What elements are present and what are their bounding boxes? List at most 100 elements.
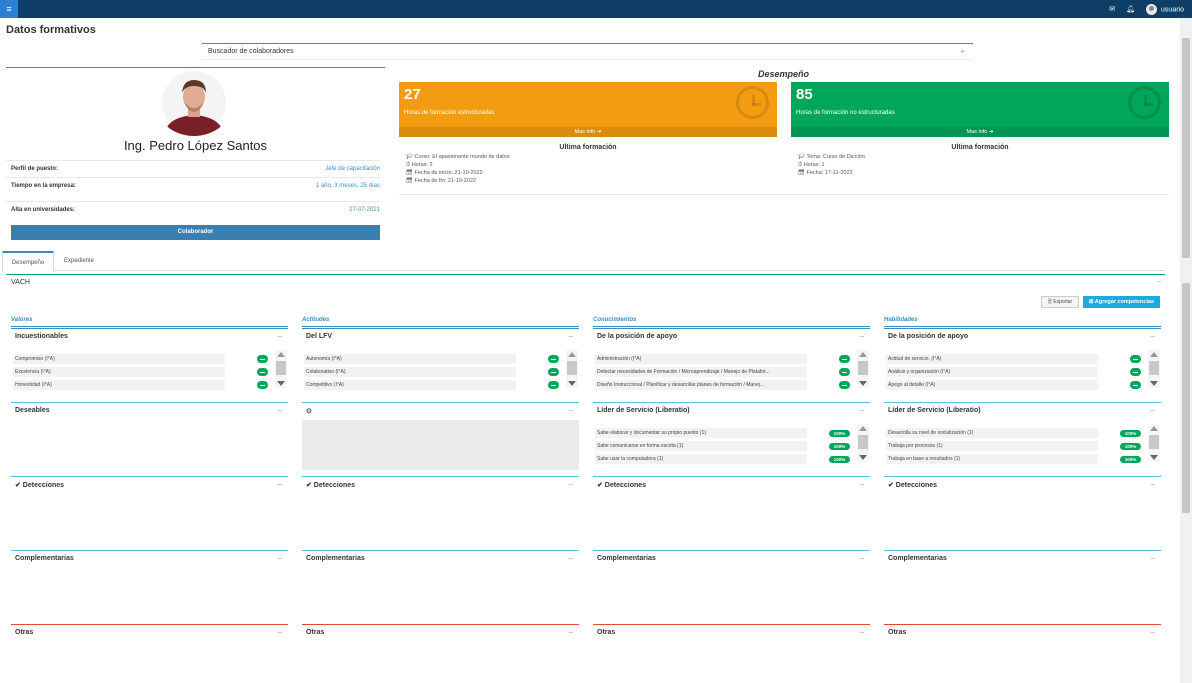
remove-toggle-icon[interactable] bbox=[257, 381, 268, 389]
scroll-up-icon[interactable] bbox=[1150, 426, 1158, 431]
vach-panel-header[interactable]: VACH – bbox=[6, 274, 1165, 290]
list-scrollbar[interactable] bbox=[857, 350, 869, 388]
kpi-unstructured-hours: 85 Horas de formación no estructuradas M… bbox=[791, 82, 1169, 137]
profile-row-alta: Alta en universidades: 27-07-2021 bbox=[6, 201, 380, 218]
mail-icon[interactable]: ✉ bbox=[1109, 6, 1116, 13]
remove-toggle-icon[interactable] bbox=[548, 355, 559, 363]
box-title: ✔ Detecciones bbox=[15, 482, 65, 489]
last-training-hours: ⏱︎ Horas: 2 bbox=[406, 162, 433, 168]
empty-content-area bbox=[302, 420, 579, 470]
collapse-icon[interactable]: – bbox=[277, 628, 282, 637]
scroll-thumb[interactable] bbox=[858, 435, 868, 449]
competency-item: Compromiso (I°A) bbox=[13, 354, 225, 364]
tab-bar: Desempeño Expediente bbox=[2, 251, 1165, 272]
scroll-up-icon[interactable] bbox=[1150, 352, 1158, 357]
column-label-conocimientos: Conocimientos bbox=[593, 317, 637, 323]
collaborator-search-panel[interactable]: Buscador de colaboradores + bbox=[202, 43, 973, 60]
collapse-icon[interactable]: – bbox=[1157, 278, 1161, 285]
scroll-thumb[interactable] bbox=[858, 361, 868, 375]
remove-toggle-icon[interactable] bbox=[257, 368, 268, 376]
column-underline bbox=[11, 326, 288, 327]
competency-box: Deseables – bbox=[11, 402, 288, 474]
export-button[interactable]: 🖹 Exportar bbox=[1041, 296, 1079, 308]
remove-toggle-icon[interactable] bbox=[548, 368, 559, 376]
page-title: Datos formativos bbox=[6, 24, 96, 36]
collapse-icon[interactable]: – bbox=[1150, 406, 1155, 415]
column-underline bbox=[593, 326, 870, 327]
bell-icon[interactable]: 🔔︎ bbox=[1126, 6, 1136, 13]
colaborador-button[interactable]: Colaborador bbox=[11, 225, 380, 240]
collapse-icon[interactable]: – bbox=[568, 406, 573, 415]
collapse-icon[interactable]: – bbox=[1150, 554, 1155, 563]
scroll-down-icon[interactable] bbox=[1150, 455, 1158, 460]
list-scrollbar[interactable] bbox=[1148, 350, 1160, 388]
collapse-icon[interactable]: – bbox=[568, 628, 573, 637]
collapse-icon[interactable]: – bbox=[859, 554, 864, 563]
collapse-icon[interactable]: – bbox=[1150, 480, 1155, 489]
row-label: Tiempo en la empresa: bbox=[11, 183, 76, 189]
scroll-up-icon[interactable] bbox=[859, 352, 867, 357]
remove-toggle-icon[interactable] bbox=[1130, 381, 1141, 389]
vach-title: VACH bbox=[11, 279, 30, 286]
scroll-up-icon[interactable] bbox=[568, 352, 576, 357]
competency-box: Otras – bbox=[11, 624, 288, 664]
scroll-thumb[interactable] bbox=[567, 361, 577, 375]
collapse-icon[interactable]: – bbox=[859, 480, 864, 489]
remove-toggle-icon[interactable] bbox=[1130, 355, 1141, 363]
scroll-up-icon[interactable] bbox=[277, 352, 285, 357]
more-info-link[interactable]: Mas info ➔ bbox=[399, 127, 777, 137]
remove-toggle-icon[interactable] bbox=[257, 355, 268, 363]
percentage-badge: 100% bbox=[829, 455, 850, 463]
scroll-thumb-lower[interactable] bbox=[1182, 283, 1190, 513]
more-info-link[interactable]: Mas info ➔ bbox=[791, 127, 1169, 137]
collapse-icon[interactable]: – bbox=[277, 554, 282, 563]
collapse-icon[interactable]: – bbox=[277, 406, 282, 415]
user-menu[interactable]: usuario bbox=[1146, 3, 1184, 15]
remove-toggle-icon[interactable] bbox=[839, 381, 850, 389]
list-scrollbar[interactable] bbox=[857, 424, 869, 462]
collapse-icon[interactable]: – bbox=[1150, 332, 1155, 341]
collapse-icon[interactable]: – bbox=[859, 628, 864, 637]
expand-icon[interactable]: + bbox=[960, 47, 965, 56]
collapse-icon[interactable]: – bbox=[859, 332, 864, 341]
remove-toggle-icon[interactable] bbox=[548, 381, 559, 389]
tab-desempeno[interactable]: Desempeño bbox=[2, 251, 54, 272]
collapse-icon[interactable]: – bbox=[568, 332, 573, 341]
scroll-thumb[interactable] bbox=[1149, 435, 1159, 449]
menu-icon[interactable]: ≡ bbox=[0, 0, 18, 18]
remove-toggle-icon[interactable] bbox=[839, 355, 850, 363]
competency-box: Otras – bbox=[884, 624, 1161, 664]
tab-expediente[interactable]: Expediente bbox=[64, 258, 95, 264]
remove-toggle-icon[interactable] bbox=[839, 368, 850, 376]
list-scrollbar[interactable] bbox=[566, 350, 578, 388]
competency-box: Líder de Servicio (Liberatio) – Sabe elabo… bbox=[593, 402, 870, 474]
add-competencies-button[interactable]: ⊞ Agregar competencias bbox=[1083, 296, 1160, 308]
percentage-badge: 100% bbox=[1120, 429, 1141, 437]
scroll-thumb[interactable] bbox=[1182, 38, 1190, 258]
scroll-down-icon[interactable] bbox=[859, 381, 867, 386]
scroll-thumb[interactable] bbox=[276, 361, 286, 375]
collapse-icon[interactable]: – bbox=[568, 480, 573, 489]
page-scrollbar[interactable] bbox=[1180, 18, 1192, 683]
scroll-down-icon[interactable] bbox=[859, 455, 867, 460]
collapse-icon[interactable]: – bbox=[568, 554, 573, 563]
scroll-down-icon[interactable] bbox=[1150, 381, 1158, 386]
competency-box: Otras – bbox=[302, 624, 579, 664]
scroll-down-icon[interactable] bbox=[568, 381, 576, 386]
competency-box: Complementarias – bbox=[11, 550, 288, 622]
column-label-actitudes: Actitudes bbox=[302, 317, 330, 323]
scroll-up-icon[interactable] bbox=[859, 426, 867, 431]
remove-toggle-icon[interactable] bbox=[1130, 368, 1141, 376]
scroll-thumb[interactable] bbox=[1149, 361, 1159, 375]
list-scrollbar[interactable] bbox=[1148, 424, 1160, 462]
list-scrollbar[interactable] bbox=[275, 350, 287, 388]
desempeno-title: Desempeño bbox=[758, 69, 810, 79]
collapse-icon[interactable]: – bbox=[277, 332, 282, 341]
profile-row-puesto: Perfil de puesto: Jefe de capacitación bbox=[6, 160, 380, 177]
user-label: usuario bbox=[1161, 5, 1184, 13]
collapse-icon[interactable]: – bbox=[859, 406, 864, 415]
competency-box: ✔ Detecciones – bbox=[593, 476, 870, 548]
collapse-icon[interactable]: – bbox=[277, 480, 282, 489]
collapse-icon[interactable]: – bbox=[1150, 628, 1155, 637]
scroll-down-icon[interactable] bbox=[277, 381, 285, 386]
